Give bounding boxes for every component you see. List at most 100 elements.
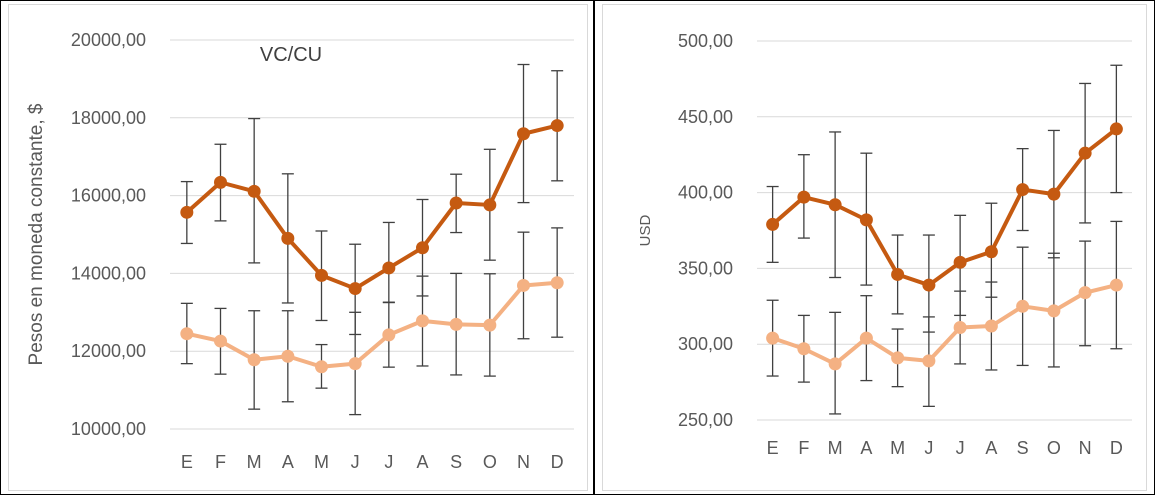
y-tick-label: 500,00 [678,31,733,51]
data-point [550,119,564,133]
data-point [247,353,261,367]
x-tick-label: S [1017,438,1029,458]
data-point [214,175,227,189]
y-tick-label: 350,00 [678,258,733,278]
x-tick-label: M [314,452,329,472]
data-point [550,276,564,290]
y-tick-label: 250,00 [678,410,733,430]
y-tick-label: 400,00 [678,183,733,203]
error-bars [180,63,564,336]
data-point [180,205,194,219]
data-point [828,357,842,371]
data-point [766,331,780,345]
data-point [449,196,463,210]
x-tick-label: S [450,452,462,472]
data-point [953,255,967,269]
x-tick-label: A [416,452,428,472]
x-tick-label: F [215,452,226,472]
x-tick-label: D [551,452,564,472]
y-axis-label: Pesos en moneda constante, $ [26,103,47,365]
chart-area-border [602,4,1147,491]
data-point [483,318,497,332]
y-tick-label: 18000,00 [71,108,146,128]
data-point [416,241,429,255]
data-point [797,342,811,356]
x-tick-label: O [1047,438,1061,458]
data-point [1016,299,1030,313]
x-tick-label: E [181,452,193,472]
x-tick-label: J [924,438,933,458]
data-point [449,317,463,331]
error-bars [766,64,1123,333]
x-tick-label: J [351,452,360,472]
chart-title: VC/CU [260,44,322,66]
data-point [247,184,261,198]
data-point [1016,183,1030,197]
y-tick-label: 10000,00 [71,419,146,439]
y-tick-label: 16000,00 [71,186,146,206]
data-point [382,261,396,275]
data-point [859,331,873,345]
x-tick-label: D [1110,438,1123,458]
data-point [859,213,873,227]
data-point [828,198,842,212]
x-tick-label: J [384,452,393,472]
data-point [797,190,811,204]
chart-left-svg: 10000,00 12000,00 14000,00 16000,00 18000,00… [26,30,574,472]
chart-area-border [8,4,588,491]
series-line [771,283,1117,366]
chart-panel-left: 10000,00 12000,00 14000,00 16000,00 18000,00… [8,4,588,491]
panel-divider [593,0,595,495]
data-point [315,268,328,282]
y-tick-label: 300,00 [678,334,733,354]
error-bars [766,220,1123,415]
data-point [766,217,780,231]
data-point [416,314,429,328]
data-point [315,360,328,374]
y-tick-label: 450,00 [678,107,733,127]
x-tick-label: A [985,438,997,458]
x-tick-label: N [1079,438,1092,458]
data-point [1078,146,1092,160]
x-tick-label: A [860,438,872,458]
data-point [1047,187,1061,201]
data-point [281,349,295,363]
x-tick-label: F [798,438,809,458]
data-point [953,321,967,335]
data-point [922,278,936,292]
data-point [984,319,998,333]
data-point [1109,122,1123,136]
series-line [771,127,1118,288]
chart-panel-right: 250,00 300,00 350,00 400,00 450,00 500,00 E F M A… [602,4,1147,491]
data-point [891,351,905,365]
data-point [891,267,905,281]
x-tick-label: M [828,438,843,458]
x-tick-label: E [767,438,779,458]
x-tick-label: O [483,452,497,472]
data-point [483,198,497,212]
data-point [281,231,295,245]
data-point [348,357,362,371]
y-tick-label: 14000,00 [71,263,146,283]
x-tick-label: A [282,452,294,472]
error-bars [180,227,564,416]
x-tick-label: N [517,452,530,472]
x-tick-label: M [890,438,905,458]
x-tick-label: J [956,438,965,458]
data-point [348,282,362,296]
series-line [186,280,558,369]
x-tick-label: M [247,452,262,472]
data-point [214,334,227,348]
data-point [180,327,194,341]
data-point [984,245,998,259]
data-point [1047,304,1061,318]
y-tick-label: 12000,00 [71,341,146,361]
data-point [517,127,530,141]
y-axis-label: USD [637,214,654,246]
data-point [1109,278,1123,292]
data-point [1078,286,1092,300]
y-tick-label: 20000,00 [71,30,146,50]
data-point [517,278,530,292]
series-line [185,123,558,291]
